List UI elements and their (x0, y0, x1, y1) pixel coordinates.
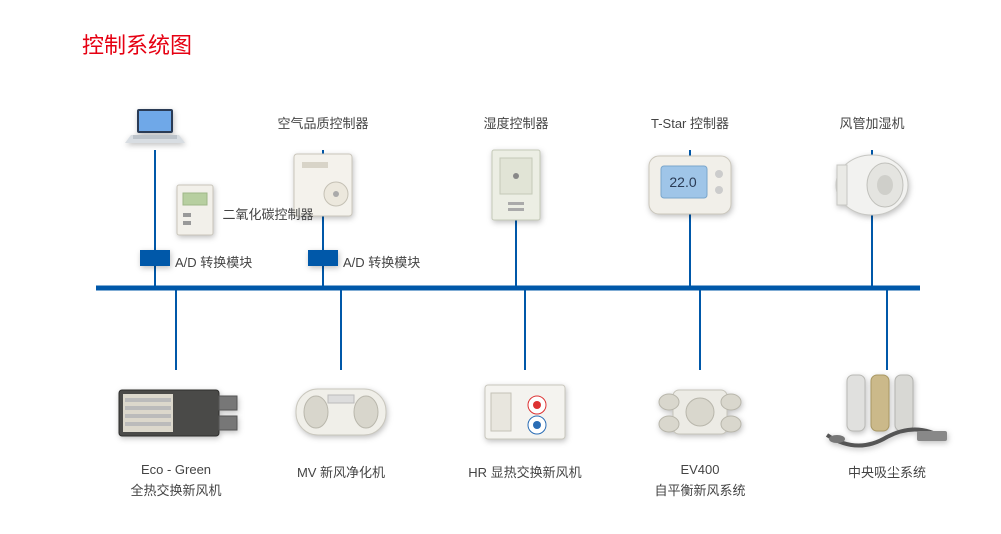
mv-purifier-icon (286, 375, 396, 445)
vac-label1: 中央吸尘系统 (787, 462, 987, 481)
ad-module-icon (308, 250, 338, 266)
ev400-label2: 自平衡新风系统 (600, 480, 800, 499)
duct-humidifier-icon (827, 145, 917, 225)
ad1-label: A/D 转换模块 (175, 252, 252, 271)
co2-label: 二氧化碳控制器 (222, 204, 313, 223)
hr-exchanger-icon (475, 373, 575, 448)
tstar-label: T-Star 控制器 (590, 113, 790, 132)
ev400-label1: EV400 (600, 462, 800, 477)
eco-label2: 全热交换新风机 (76, 480, 276, 499)
ev400-unit-icon (645, 370, 755, 450)
ad-module-icon (140, 250, 170, 266)
ad2-label: A/D 转换模块 (343, 252, 420, 271)
duct-humidifier-label: 风管加湿机 (772, 113, 972, 132)
humidity-controller-icon (486, 146, 546, 224)
mv-label1: MV 新风净化机 (241, 462, 441, 481)
svg-text:22.0: 22.0 (669, 174, 696, 190)
co2-controller-icon (173, 183, 217, 237)
humidity-label: 湿度控制器 (416, 113, 616, 132)
hr-label1: HR 显热交换新风机 (425, 462, 625, 481)
tstar-controller-icon: 22.0 (645, 150, 735, 220)
air-quality-label: 空气品质控制器 (223, 113, 423, 132)
eco-green-unit-icon (111, 370, 241, 450)
central-vacuum-icon (817, 365, 957, 455)
diagram-title: 控制系统图 (82, 28, 192, 60)
laptop-icon (125, 105, 185, 145)
